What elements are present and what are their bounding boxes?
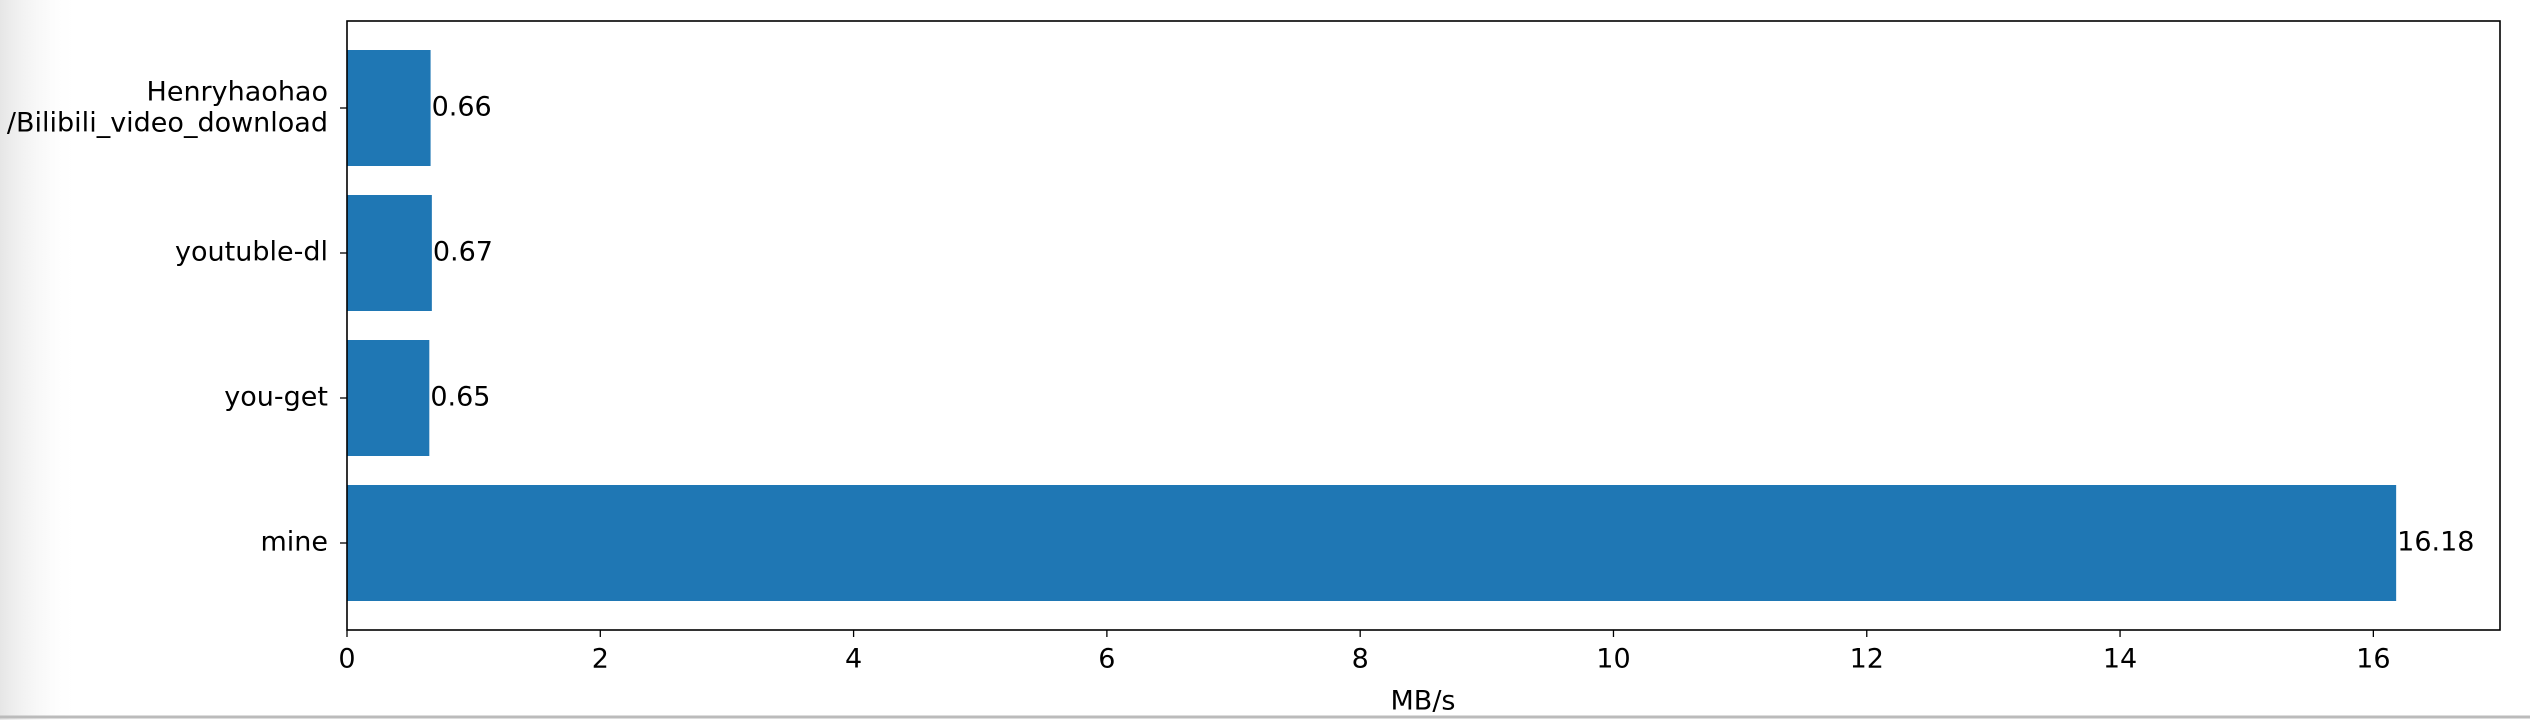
x-tick-label: 6 bbox=[1098, 644, 1115, 675]
y-tick-label: you-get bbox=[224, 382, 328, 413]
x-tick-label: 2 bbox=[592, 644, 609, 675]
y-tick-label: Henryhaohao/Bilibili_video_download bbox=[7, 76, 328, 138]
x-tick-label: 4 bbox=[845, 644, 862, 675]
data-label: 0.66 bbox=[432, 92, 492, 123]
plot-frame bbox=[346, 20, 2501, 631]
window-shadow bbox=[0, 0, 80, 720]
x-tick-label: 16 bbox=[2356, 644, 2390, 675]
y-tick-label: mine bbox=[260, 527, 328, 558]
x-tick-label: 0 bbox=[338, 644, 355, 675]
data-label: 0.67 bbox=[433, 237, 493, 268]
x-tick-label: 14 bbox=[2103, 644, 2137, 675]
data-label: 0.65 bbox=[430, 382, 490, 413]
x-tick-label: 12 bbox=[1850, 644, 1884, 675]
bar bbox=[347, 340, 430, 456]
bar bbox=[347, 50, 431, 166]
y-tick-label: youtuble-dl bbox=[175, 237, 328, 268]
x-tick-label: 10 bbox=[1596, 644, 1630, 675]
bar bbox=[347, 195, 432, 311]
data-label: 16.18 bbox=[2397, 527, 2474, 558]
x-tick-label: 8 bbox=[1352, 644, 1369, 675]
bar bbox=[347, 485, 2397, 601]
x-axis-label: MB/s bbox=[1391, 686, 1456, 717]
